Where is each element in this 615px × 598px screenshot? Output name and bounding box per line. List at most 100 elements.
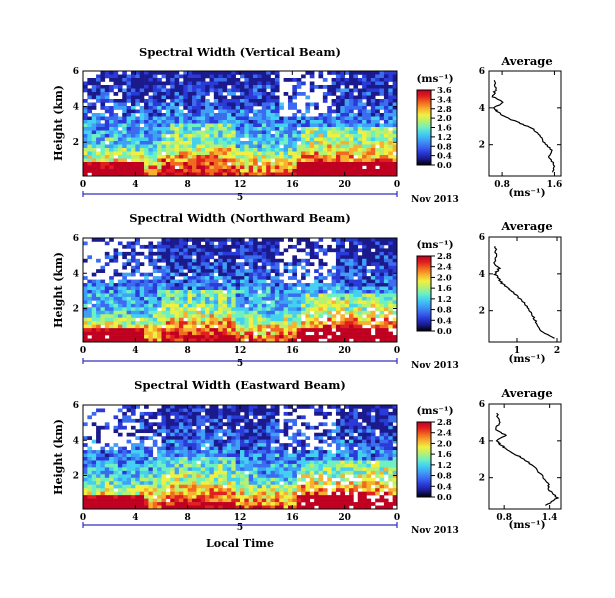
heatmap-cell [209,422,215,427]
heatmap-cell [183,324,188,329]
heatmap-cell [270,116,276,121]
heatmap-cell [244,88,250,93]
heatmap-cell [91,123,97,128]
heatmap-cell [340,74,345,79]
heatmap-cell [383,81,389,86]
date-label: Nov 2013 [411,195,459,205]
heatmap-cell [349,453,354,458]
heatmap-cell [209,244,215,249]
heatmap-cell [113,116,119,121]
heatmap-cell [287,425,293,430]
heatmap-cell [349,460,354,465]
heatmap-cell [200,335,206,339]
heatmap-cell [178,148,184,152]
heatmap-cell [335,120,341,124]
heatmap-cell [253,88,258,93]
heatmap-cell [327,453,332,458]
heatmap-cell [183,265,188,270]
heatmap-cell [209,88,215,93]
heatmap-cell [327,144,332,149]
heatmap-cell [100,293,106,298]
heatmap-cell [196,436,202,440]
heatmap-cell [244,443,250,447]
heatmap-cell [231,172,236,177]
heatmap-cell [200,453,206,458]
heatmap-cell [266,144,271,149]
heatmap-cell [205,286,210,291]
heatmap-cell [200,429,206,434]
heatmap-cell [353,293,359,298]
heatmap-cell [340,141,345,145]
heatmap-cell [226,290,232,294]
heatmap-cell [309,296,315,301]
heatmap-cell [322,328,328,332]
heatmap-cell [96,155,101,159]
heatmap-cell [192,324,197,329]
heatmap-cell [222,335,228,339]
heatmap-cell [174,290,180,294]
heatmap-cell [331,151,337,156]
heatmap-cell [165,411,171,416]
heatmap-cell [209,116,215,121]
heatmap-cell [287,321,293,325]
heatmap-cell [135,81,140,86]
heatmap-cell [362,272,367,277]
heatmap-cell [152,102,158,107]
heatmap-cell [235,460,241,465]
heatmap-cell [87,141,93,145]
heatmap-cell [344,255,350,260]
heatmap-cell [104,324,110,329]
heatmap-cell [235,324,241,329]
heatmap-cell [152,74,158,79]
heatmap-cell [100,338,106,343]
heatmap-cell [253,116,258,121]
heatmap-cell [362,331,367,336]
heatmap-cell [353,335,359,339]
heatmap-cell [235,279,241,284]
heatmap-cell [183,296,188,301]
heatmap-cell [375,460,380,465]
heatmap-cell [266,141,271,145]
heatmap-cell [83,321,88,325]
heatmap-cell [335,422,341,427]
heatmap-cell [353,331,359,336]
heatmap-cell [170,258,175,263]
heatmap-cell [383,290,389,294]
heatmap-cell [375,248,380,253]
heatmap-cell [283,300,289,305]
heatmap-cell [253,169,258,173]
heatmap-cell [209,296,215,301]
heatmap-cell [192,165,197,170]
heatmap-cell [279,251,284,256]
heatmap-cell [122,405,127,409]
heatmap-cell [113,148,119,152]
heatmap-cell [274,148,280,152]
heatmap-cell [314,324,319,329]
heatmap-cell [309,300,315,305]
heatmap-cell [218,130,223,135]
heatmap-cell [144,123,149,128]
heatmap-cell [283,296,289,301]
heatmap-cell [375,331,380,336]
heatmap-cell [152,463,158,468]
heatmap-cell [235,120,241,124]
heatmap-cell [109,74,114,79]
heatmap-cell [174,303,180,308]
heatmap-cell [157,290,162,294]
heatmap-cell [270,127,276,131]
heatmap-cell [335,446,341,451]
heatmap-cell [122,272,127,277]
heatmap-cell [196,276,202,280]
heatmap-cell [226,432,232,437]
heatmap-cell [144,88,149,93]
heatmap-cell [270,92,276,96]
heatmap-cell [148,134,154,138]
heatmap-cell [157,158,162,163]
heatmap-cell [200,71,206,75]
heatmap-cell [370,262,376,267]
heatmap-cell [392,446,398,451]
heatmap-cell [287,463,293,468]
heatmap-cell [266,283,271,287]
heatmap-cell [196,74,202,79]
heatmap-cell [196,169,202,173]
